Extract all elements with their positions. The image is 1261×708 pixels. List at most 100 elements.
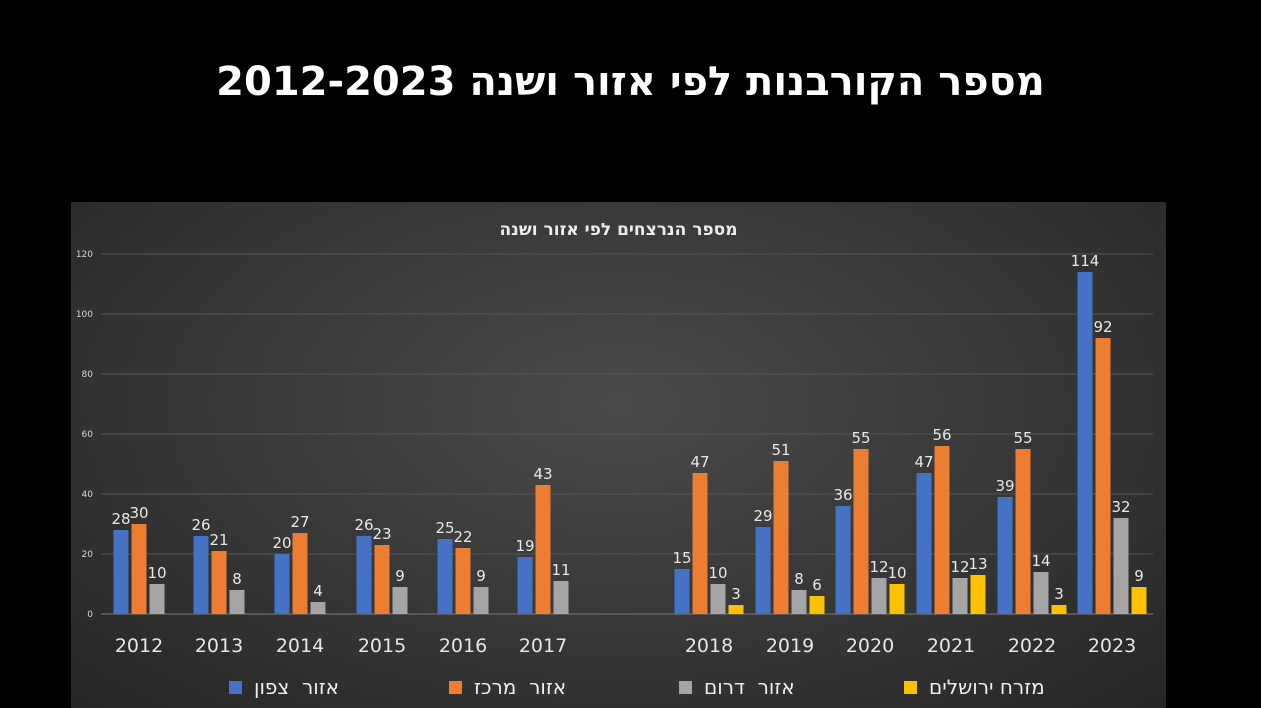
bar-2022-series3	[1051, 605, 1067, 614]
data-label: 14	[1031, 552, 1050, 570]
data-label: 9	[395, 567, 405, 585]
bar-2021-series3	[970, 575, 986, 614]
data-label: 28	[111, 510, 130, 528]
x-tick-label: 2023	[1088, 635, 1136, 657]
bar-2021-series0	[916, 473, 932, 614]
bar-2016-series0	[437, 539, 453, 614]
data-label: 8	[232, 570, 242, 588]
data-label: 36	[833, 486, 852, 504]
x-tick-label: 2021	[927, 635, 975, 657]
bar-2023-series2	[1113, 518, 1129, 614]
data-label: 3	[731, 585, 741, 603]
data-label: 55	[1013, 429, 1032, 447]
data-label: 26	[354, 516, 373, 534]
data-label: 6	[812, 576, 822, 594]
chart-panel: מספר הנרצחים לפי אזור ושנה 0 20 40 60 80 100 1…	[71, 202, 1166, 708]
bar-2019-series3	[809, 596, 825, 614]
x-tick-label: 2012	[115, 635, 163, 657]
legend-label: מזרח ירושלים	[929, 675, 1045, 699]
data-label: 22	[453, 528, 472, 546]
legend-item: מזרח ירושלים	[904, 672, 1045, 702]
data-label: 10	[887, 564, 906, 582]
y-tick-label: 20	[82, 550, 94, 560]
data-label: 26	[191, 516, 210, 534]
data-label: 56	[932, 426, 951, 444]
y-tick-label: 60	[82, 430, 94, 440]
data-label: 10	[708, 564, 727, 582]
y-tick-label: 80	[82, 370, 94, 380]
legend-item: אזור דרום	[679, 672, 795, 702]
bar-2017-series0	[517, 557, 533, 614]
bar-2016-series2	[473, 587, 489, 614]
bar-2020-series3	[889, 584, 905, 614]
bar-2014-series2	[310, 602, 326, 614]
bar-2012-series1	[131, 524, 147, 614]
slide-title: מספר הקורבנות לפי אזור ושנה 2012-2023	[216, 59, 1045, 105]
bar-2019-series0	[755, 527, 771, 614]
data-label: 12	[950, 558, 969, 576]
bar-2022-series0	[997, 497, 1013, 614]
bar-2019-series2	[791, 590, 807, 614]
bar-2020-series1	[853, 449, 869, 614]
bar-2018-series2	[710, 584, 726, 614]
x-tick-label: 2013	[195, 635, 243, 657]
bar-chart: 0204060801001202830102012262182013202742…	[76, 250, 1153, 657]
bar-2020-series2	[871, 578, 887, 614]
data-label: 32	[1111, 498, 1130, 516]
bar-2018-series3	[728, 605, 744, 614]
bar-2015-series2	[392, 587, 408, 614]
data-label: 30	[129, 504, 148, 522]
legend-label: אזור צפון	[254, 675, 339, 699]
data-label: 20	[272, 534, 291, 552]
bar-2014-series1	[292, 533, 308, 614]
data-label: 10	[147, 564, 166, 582]
data-label: 4	[313, 582, 323, 600]
data-label: 9	[1134, 567, 1144, 585]
bar-2018-series1	[692, 473, 708, 614]
legend-label: אזור דרום	[704, 675, 795, 699]
bar-2018-series0	[674, 569, 690, 614]
bar-2012-series0	[113, 530, 129, 614]
bar-2015-series0	[356, 536, 372, 614]
bar-2019-series1	[773, 461, 789, 614]
bar-2021-series1	[934, 446, 950, 614]
data-label: 25	[435, 519, 454, 537]
bar-2023-series3	[1131, 587, 1147, 614]
data-label: 51	[771, 441, 790, 459]
y-tick-label: 40	[82, 490, 94, 500]
data-label: 47	[914, 453, 933, 471]
bar-2020-series0	[835, 506, 851, 614]
data-label: 43	[533, 465, 552, 483]
x-tick-label: 2019	[766, 635, 814, 657]
legend-label: אזור מרכז	[474, 675, 567, 699]
legend-swatch	[679, 680, 692, 694]
bar-2017-series1	[535, 485, 551, 614]
y-tick-label: 120	[76, 250, 93, 260]
data-label: 3	[1054, 585, 1064, 603]
legend-swatch	[229, 680, 242, 694]
data-label: 8	[794, 570, 804, 588]
x-tick-label: 2022	[1008, 635, 1056, 657]
x-tick-label: 2014	[276, 635, 324, 657]
bar-2012-series2	[149, 584, 165, 614]
data-label: 15	[672, 549, 691, 567]
data-label: 13	[968, 555, 987, 573]
legend-item: אזור צפון	[229, 672, 339, 702]
data-label: 55	[851, 429, 870, 447]
bar-2013-series1	[211, 551, 227, 614]
chart-legend: אזור צפון אזור מרכז אזור דרום מזרח ירושלים	[71, 672, 1166, 702]
bar-2016-series1	[455, 548, 471, 614]
bar-2013-series0	[193, 536, 209, 614]
x-tick-label: 2016	[439, 635, 487, 657]
x-tick-label: 2018	[685, 635, 733, 657]
data-label: 12	[869, 558, 888, 576]
bar-2021-series2	[952, 578, 968, 614]
data-label: 114	[1071, 252, 1100, 270]
bar-2022-series2	[1033, 572, 1049, 614]
legend-item: אזור מרכז	[449, 672, 566, 702]
data-label: 9	[476, 567, 486, 585]
bar-2023-series1	[1095, 338, 1111, 614]
bar-2015-series1	[374, 545, 390, 614]
legend-swatch	[904, 680, 917, 694]
y-tick-label: 0	[87, 610, 93, 620]
